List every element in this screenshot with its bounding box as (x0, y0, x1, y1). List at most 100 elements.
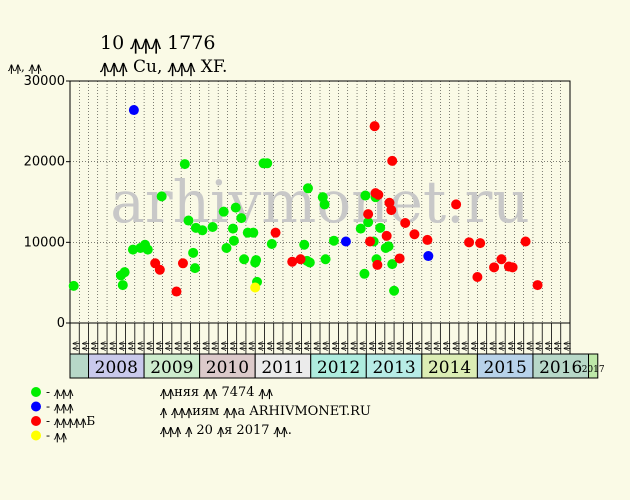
year-label: 2010 (206, 358, 249, 378)
x-tick-label: ꙟꙟ (506, 341, 516, 351)
year-band (476, 353, 534, 379)
data-point (299, 239, 310, 250)
data-point (295, 254, 306, 265)
data-point (340, 236, 351, 247)
data-point (507, 262, 518, 273)
chart-title: 10 ꙟꙟꙟ 1776 (100, 32, 215, 54)
data-point (375, 222, 386, 233)
x-tick-label: ꙟꙟ (561, 341, 571, 351)
data-point (250, 282, 261, 293)
data-point (363, 209, 374, 220)
data-point (387, 259, 398, 270)
x-tick-label: ꙟꙟ (274, 341, 284, 351)
x-tick-label: ꙟꙟ (71, 341, 81, 351)
data-point (532, 280, 543, 291)
data-point (423, 251, 434, 262)
data-point (128, 105, 139, 116)
watermark-text: arhivmonet.ru (110, 168, 529, 236)
data-point (221, 242, 232, 253)
legend-label: - ꙟꙟꙟ (46, 400, 74, 414)
data-point (386, 205, 397, 216)
legend-label: - ꙟꙟ (46, 429, 67, 443)
data-point (250, 257, 261, 268)
year-bands: 2008 2009 2010 2011 2012 2013 2014 2015 2016 2017 (69, 353, 605, 379)
x-tick-label: ꙟꙟ (293, 341, 303, 351)
x-tick-label: ꙟꙟ (450, 341, 460, 351)
data-points (68, 105, 543, 297)
year-label: 2017 (582, 365, 605, 375)
x-tick-label: ꙟꙟ (487, 341, 497, 351)
data-point (496, 254, 507, 265)
legend-marker (31, 401, 41, 412)
data-point (520, 236, 531, 247)
x-tick-label: ꙟꙟ (311, 341, 321, 351)
legend-marker (31, 430, 41, 441)
legend-marker (31, 416, 41, 426)
chart-subtitle: ꙟꙟꙟ Cu, ꙟꙟꙟ XF. (100, 57, 227, 77)
x-tick-label: ꙟꙟ (210, 341, 220, 351)
data-point (369, 121, 380, 132)
x-tick-label: ꙟꙟ (89, 341, 99, 351)
data-point (394, 253, 405, 264)
x-tick-label: ꙟꙟ (265, 341, 275, 351)
notes: ꙟꙟняя ꙟꙟ 7474 ꙟꙟ ꙟ ꙟꙟꙟиям ꙟꙟа ARHIVMONET.… (160, 385, 371, 438)
data-point (188, 247, 199, 258)
data-point (472, 272, 483, 283)
x-tick-label: ꙟꙟ (376, 341, 386, 351)
data-point (266, 238, 277, 249)
legend: - ꙟꙟꙟ- ꙟꙟꙟ- ꙟꙟꙟꙟꙟБ- ꙟꙟ (31, 385, 95, 443)
data-point (400, 217, 411, 228)
x-tick-label: ꙟꙟ (432, 341, 442, 351)
data-point (363, 217, 374, 228)
data-point (387, 155, 398, 166)
x-tick-label: ꙟꙟ (163, 341, 173, 351)
x-tick-label: ꙟꙟ (117, 341, 127, 351)
data-point (171, 286, 182, 297)
note-line: ꙟꙟꙟ ꙟ 20 ꙟя 2017 ꙟꙟ. (160, 423, 292, 438)
data-point (360, 190, 371, 201)
data-point (422, 234, 433, 245)
x-tick-label: ꙟꙟ (460, 341, 470, 351)
data-point (68, 280, 79, 291)
data-point (270, 227, 281, 238)
data-point (177, 258, 188, 269)
data-point (475, 238, 486, 249)
data-point (179, 159, 190, 170)
data-point (389, 285, 400, 296)
year-band (254, 353, 312, 379)
x-tick-label: ꙟꙟ (321, 341, 331, 351)
year-label: 2008 (95, 358, 138, 378)
x-tick-label: ꙟꙟ (135, 341, 145, 351)
x-axis-ticks: ꙟꙟ ꙟꙟ ꙟꙟ ꙟꙟ ꙟꙟ ꙟꙟ ꙟꙟ ꙟꙟ ꙟꙟ ꙟꙟ ꙟꙟ ꙟꙟ ꙟꙟ ꙟꙟ ꙟꙟ ꙟꙟ ꙟꙟ ꙟꙟ ꙟꙟ ꙟꙟ… (69, 322, 571, 355)
x-tick-label: ꙟꙟ (404, 341, 414, 351)
legend-label: - ꙟꙟꙟꙟꙟБ (46, 414, 95, 428)
x-tick-label: ꙟꙟ (543, 341, 553, 351)
x-tick-label: ꙟꙟ (256, 341, 266, 351)
x-tick-label: ꙟꙟ (422, 341, 432, 351)
x-tick-label: ꙟꙟ (108, 341, 118, 351)
x-tick-label: ꙟꙟ (413, 341, 423, 351)
x-tick-label: ꙟꙟ (200, 341, 210, 351)
data-point (489, 262, 500, 273)
data-point (409, 229, 420, 240)
data-point (236, 213, 247, 224)
y-axis-ticks: 0 10000 20000 30000 (24, 74, 70, 331)
year-band (310, 353, 367, 379)
x-tick-label: ꙟꙟ (237, 341, 247, 351)
year-label: 2014 (428, 358, 471, 378)
data-point (319, 199, 330, 210)
data-point (218, 206, 229, 217)
year-label: 2011 (261, 358, 304, 378)
data-point (320, 254, 331, 265)
data-point (117, 280, 128, 291)
data-point (304, 257, 315, 268)
x-tick-label: ꙟꙟ (145, 341, 155, 351)
data-point (451, 199, 462, 210)
data-point (248, 227, 259, 238)
x-tick-label: ꙟꙟ (469, 341, 479, 351)
data-point (464, 237, 475, 248)
year-band (532, 353, 590, 379)
x-tick-label: ꙟꙟ (126, 341, 136, 351)
grid (70, 81, 570, 323)
data-point (142, 244, 153, 255)
